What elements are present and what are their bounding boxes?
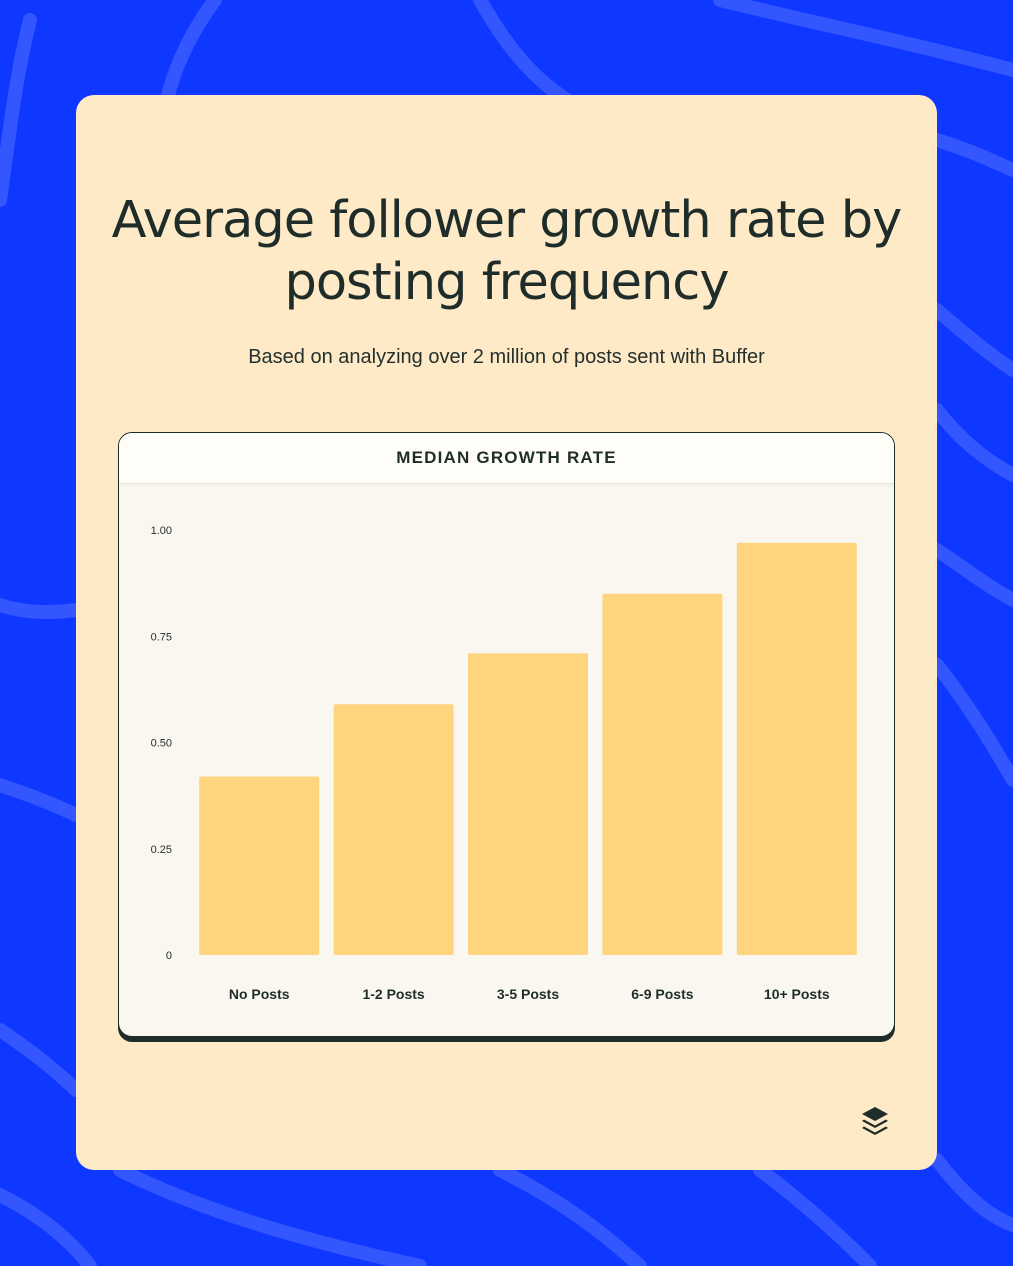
y-tick-label: 0: [166, 950, 172, 962]
y-tick-label: 0.75: [151, 631, 172, 643]
bar-10-posts: [736, 542, 857, 955]
chart-title: MEDIAN GROWTH RATE: [119, 433, 894, 484]
x-category-label: No Posts: [229, 986, 290, 1002]
x-category-label: 10+ Posts: [764, 986, 830, 1002]
infographic-card: Average follower growth rate by posting …: [76, 95, 937, 1170]
page-subtitle: Based on analyzing over 2 million of pos…: [248, 346, 765, 368]
y-tick-label: 1.00: [151, 525, 172, 537]
x-category-label: 6-9 Posts: [631, 986, 693, 1002]
bar-6-9-posts: [602, 593, 723, 955]
buffer-logo-icon: [862, 1107, 888, 1135]
chart-card: 0 0.25 0.50 0.75 1.00 No Posts 1-2 Posts 3-5 Po…: [118, 432, 895, 1037]
x-category-label: 3-5 Posts: [497, 986, 559, 1002]
x-category-label: 1-2 Posts: [362, 986, 424, 1002]
y-tick-label: 0.50: [151, 738, 172, 750]
bar-1-2-posts: [333, 704, 454, 955]
page-title: Average follower growth rate by posting …: [111, 191, 903, 312]
y-tick-label: 0.25: [151, 844, 172, 856]
bar-chart: 0 0.25 0.50 0.75 1.00 No Posts 1-2 Posts 3-5 Po…: [151, 525, 857, 1002]
bar-3-5-posts: [468, 653, 588, 955]
bar-no-posts: [199, 776, 320, 955]
